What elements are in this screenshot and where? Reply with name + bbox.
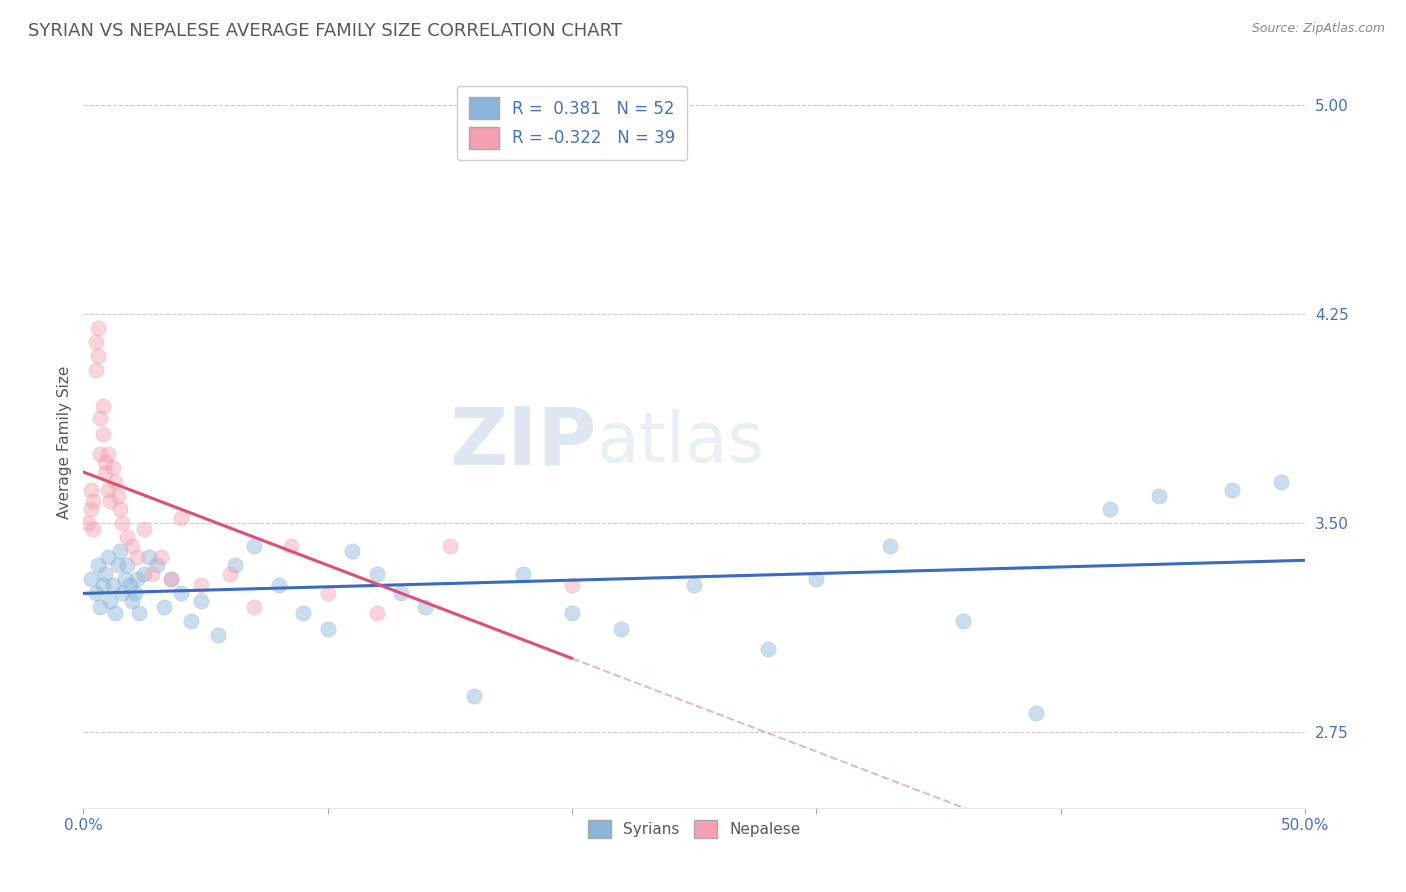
Point xyxy=(1147,489,1170,503)
Point xyxy=(84,335,107,350)
Point xyxy=(87,558,110,573)
Point xyxy=(952,614,974,628)
Point xyxy=(1098,502,1121,516)
Point xyxy=(101,460,124,475)
Y-axis label: Average Family Size: Average Family Size xyxy=(58,366,72,519)
Point xyxy=(84,363,107,377)
Point xyxy=(207,628,229,642)
Point xyxy=(280,539,302,553)
Point xyxy=(1220,483,1243,497)
Point xyxy=(118,578,141,592)
Point xyxy=(79,502,101,516)
Point xyxy=(97,549,120,564)
Text: atlas: atlas xyxy=(596,409,765,476)
Point xyxy=(111,586,134,600)
Point xyxy=(439,539,461,553)
Text: ZIP: ZIP xyxy=(450,403,596,482)
Point xyxy=(138,549,160,564)
Point xyxy=(389,586,412,600)
Point xyxy=(125,549,148,564)
Point xyxy=(91,400,114,414)
Point xyxy=(683,578,706,592)
Point xyxy=(117,530,139,544)
Point xyxy=(366,566,388,581)
Point xyxy=(1025,706,1047,720)
Point xyxy=(243,539,266,553)
Point xyxy=(366,606,388,620)
Point xyxy=(316,586,339,600)
Point xyxy=(756,641,779,656)
Point xyxy=(82,522,104,536)
Point xyxy=(879,539,901,553)
Point xyxy=(94,566,117,581)
Point xyxy=(160,572,183,586)
Point xyxy=(267,578,290,592)
Point xyxy=(145,558,167,573)
Point xyxy=(806,572,828,586)
Point xyxy=(94,467,117,481)
Point xyxy=(463,690,485,704)
Point xyxy=(190,578,212,592)
Point xyxy=(512,566,534,581)
Point xyxy=(108,502,131,516)
Point xyxy=(97,483,120,497)
Point xyxy=(415,600,437,615)
Point xyxy=(79,572,101,586)
Text: Source: ZipAtlas.com: Source: ZipAtlas.com xyxy=(1251,22,1385,36)
Point xyxy=(124,586,146,600)
Legend: Syrians, Nepalese: Syrians, Nepalese xyxy=(582,814,807,844)
Point xyxy=(153,600,176,615)
Point xyxy=(561,606,583,620)
Point xyxy=(117,558,139,573)
Point xyxy=(134,522,156,536)
Text: SYRIAN VS NEPALESE AVERAGE FAMILY SIZE CORRELATION CHART: SYRIAN VS NEPALESE AVERAGE FAMILY SIZE C… xyxy=(28,22,621,40)
Point xyxy=(160,572,183,586)
Point xyxy=(104,606,127,620)
Point xyxy=(121,594,143,608)
Point xyxy=(134,566,156,581)
Point xyxy=(89,600,111,615)
Point xyxy=(107,489,129,503)
Point xyxy=(89,447,111,461)
Point xyxy=(77,516,100,531)
Point xyxy=(98,494,121,508)
Point xyxy=(121,539,143,553)
Point xyxy=(150,549,173,564)
Point xyxy=(561,578,583,592)
Point xyxy=(91,427,114,442)
Point xyxy=(292,606,315,620)
Point xyxy=(114,572,136,586)
Point xyxy=(125,572,148,586)
Point xyxy=(108,544,131,558)
Point xyxy=(219,566,242,581)
Point xyxy=(107,558,129,573)
Point xyxy=(104,475,127,489)
Point xyxy=(170,511,193,525)
Point xyxy=(91,578,114,592)
Point xyxy=(79,483,101,497)
Point xyxy=(610,623,633,637)
Point xyxy=(141,566,163,581)
Point xyxy=(89,410,111,425)
Point xyxy=(87,349,110,363)
Point xyxy=(1270,475,1292,489)
Point xyxy=(243,600,266,615)
Point xyxy=(98,594,121,608)
Point xyxy=(87,321,110,335)
Point xyxy=(224,558,246,573)
Point xyxy=(84,586,107,600)
Point xyxy=(128,606,150,620)
Point xyxy=(101,578,124,592)
Point xyxy=(180,614,202,628)
Point xyxy=(340,544,363,558)
Point xyxy=(111,516,134,531)
Point xyxy=(97,447,120,461)
Point xyxy=(94,455,117,469)
Point xyxy=(316,623,339,637)
Point xyxy=(170,586,193,600)
Point xyxy=(190,594,212,608)
Point xyxy=(82,494,104,508)
